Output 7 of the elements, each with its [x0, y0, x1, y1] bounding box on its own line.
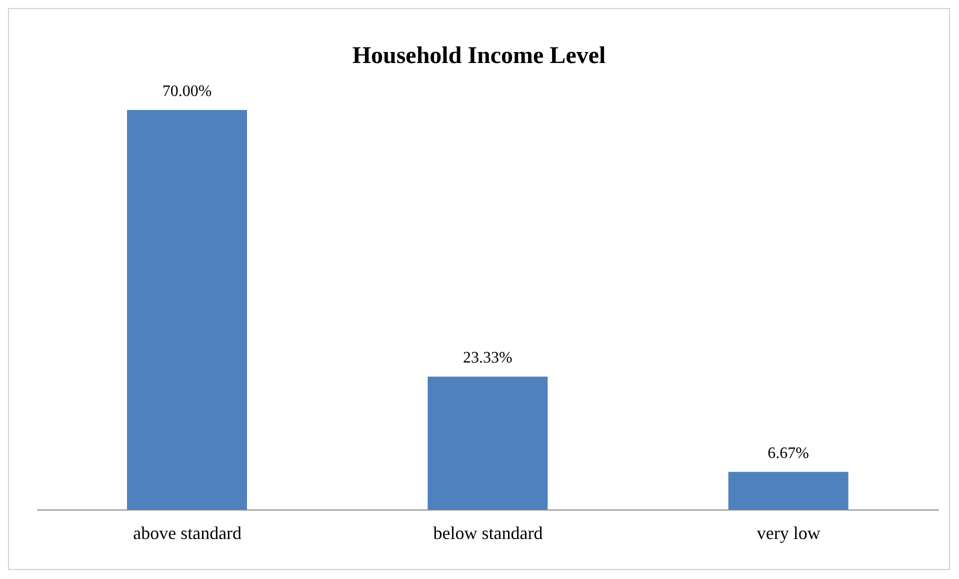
data-label: 6.67% — [768, 444, 809, 462]
x-tick-label: below standard — [433, 522, 543, 543]
x-tick-label: above standard — [133, 522, 242, 543]
x-tick-label: very low — [756, 522, 820, 543]
data-label: 23.33% — [463, 350, 512, 367]
chart-title: Household Income Level — [351, 43, 607, 70]
data-label: 70.00% — [162, 83, 212, 100]
